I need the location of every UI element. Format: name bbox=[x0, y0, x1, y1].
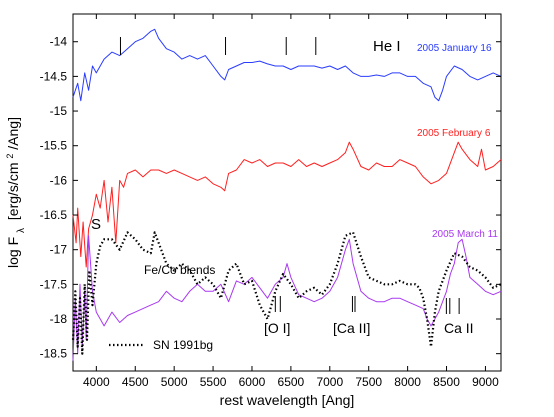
x-tick-label: 4500 bbox=[122, 375, 149, 389]
y-axis-label-sup: 2 bbox=[5, 154, 15, 159]
plot-frame bbox=[72, 13, 502, 372]
x-axis-label: rest wavelength [Ang] bbox=[220, 392, 355, 408]
y-tick-label: -17 bbox=[50, 243, 68, 257]
x-tick-label: 9000 bbox=[472, 375, 499, 389]
annotation-s: S bbox=[91, 216, 101, 233]
y-axis-label: log F λ [erg/s/cm 2 /Ang] bbox=[5, 117, 27, 268]
y-tick-label: -15 bbox=[50, 104, 68, 118]
x-tick-label: 6000 bbox=[239, 375, 266, 389]
annotation-he-i: He I bbox=[373, 38, 401, 55]
y-tick-label: -16.5 bbox=[40, 208, 68, 222]
y-axis-label-units-end: /Ang] bbox=[5, 117, 21, 150]
annotation-ca-ii-forbidden: [Ca II] bbox=[333, 320, 370, 336]
x-tick-label: 8500 bbox=[433, 375, 460, 389]
series-line-2 bbox=[72, 141, 502, 268]
x-tick-label: 6500 bbox=[278, 375, 305, 389]
x-tick-label: 7000 bbox=[316, 375, 343, 389]
x-tick-label: 8000 bbox=[394, 375, 421, 389]
y-tick-label: -14 bbox=[50, 35, 68, 49]
x-tick-label: 7500 bbox=[355, 375, 382, 389]
annotation-fe-co-blends: Fe/Co blends bbox=[144, 263, 215, 277]
y-tick-label: -14.5 bbox=[40, 69, 68, 83]
date-label-mar: 2005 March 11 bbox=[432, 229, 498, 240]
legend-label-sn1991bg: SN 1991bg bbox=[153, 338, 213, 352]
y-axis-label-units: [erg/s/cm bbox=[5, 163, 21, 221]
x-tick-label: 5000 bbox=[161, 375, 188, 389]
date-label-feb: 2005 February 6 bbox=[417, 128, 491, 139]
series-line-1 bbox=[72, 28, 502, 102]
y-tick-label: -18 bbox=[50, 312, 68, 326]
legend: SN 1991bg bbox=[109, 338, 213, 352]
annotation-o-i: [O I] bbox=[264, 320, 290, 336]
x-tick-label: 5500 bbox=[200, 375, 227, 389]
series-line-3 bbox=[72, 235, 502, 361]
y-tick-label: -16 bbox=[50, 173, 68, 187]
date-label-jan: 2005 January 16 bbox=[417, 43, 492, 54]
y-tick-label: -17.5 bbox=[40, 277, 68, 291]
series-line-4 bbox=[71, 231, 502, 355]
y-tick-label: -15.5 bbox=[40, 139, 68, 153]
x-tick-label: 4000 bbox=[83, 375, 110, 389]
y-axis-label-main: log F bbox=[5, 237, 21, 268]
y-tick-label: -18.5 bbox=[40, 347, 68, 361]
y-axis-label-sub: λ bbox=[16, 228, 27, 233]
annotation-ca-ii: Ca II bbox=[444, 320, 474, 336]
